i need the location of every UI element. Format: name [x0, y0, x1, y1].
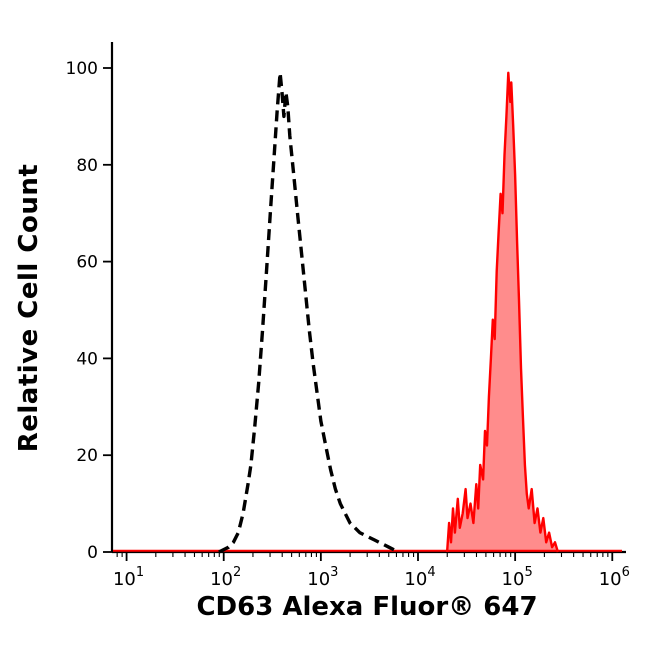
y-tick-label: 100	[66, 59, 98, 79]
x-axis-title: CD63 Alexa Fluor® 647	[196, 592, 538, 622]
axes: 0 20 40 60 80 100 101 102 103 104 105 106	[66, 42, 630, 590]
cd63-stained-curve	[445, 71, 560, 553]
cd63-stained-fill	[447, 72, 558, 553]
x-tick-label: 105	[502, 565, 533, 590]
y-axis-title: Relative Cell Count	[14, 163, 44, 453]
y-tick-label: 80	[76, 156, 98, 176]
x-tick-label: 101	[113, 565, 144, 590]
negative-control-curve	[218, 71, 400, 554]
y-tick-label: 40	[76, 349, 98, 369]
y-tick-label: 20	[76, 446, 98, 466]
x-tick-label: 103	[307, 565, 338, 590]
y-tick-label: 0	[87, 543, 98, 563]
x-tick-label: 102	[210, 565, 241, 590]
x-tick-label: 106	[599, 565, 630, 590]
x-tick-label: 104	[404, 565, 435, 590]
y-tick-label: 60	[76, 253, 98, 273]
